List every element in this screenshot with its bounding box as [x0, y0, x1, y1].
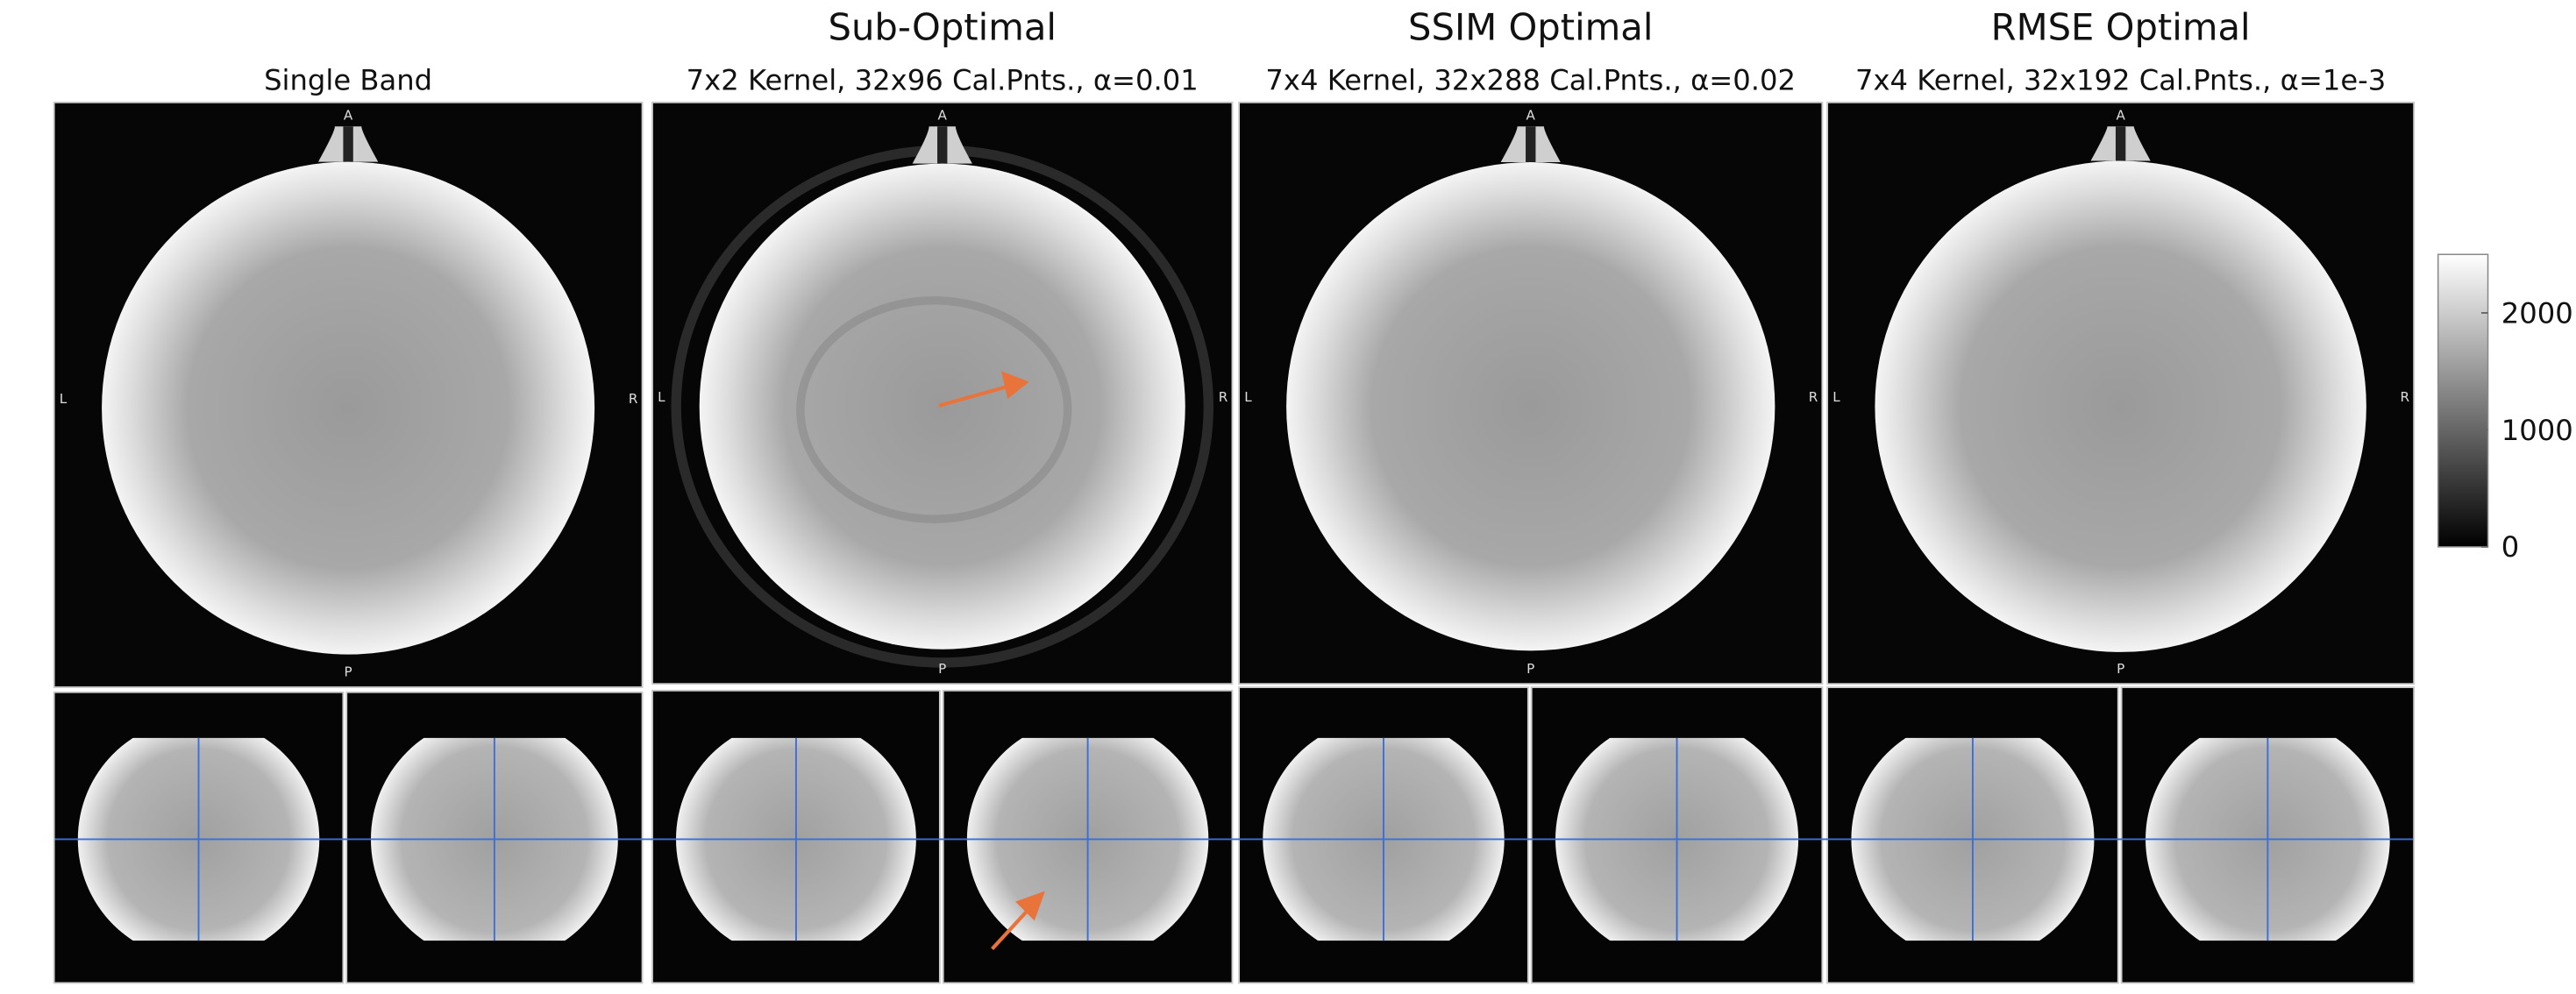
arrow: [991, 905, 1032, 950]
panel-subtitle: 7x2 Kernel, 32x96 Cal.Pnts., α=0.01: [687, 64, 1199, 97]
orientation-label: A: [1526, 108, 1536, 124]
phantom-neck-gap: [343, 126, 353, 170]
orientation-label: R: [1219, 389, 1228, 405]
panel-title: SSIM Optimal: [1408, 6, 1653, 49]
arrow-head: [1015, 891, 1045, 921]
phantom-neck-gap: [1526, 126, 1536, 170]
panel-subtitle: 7x4 Kernel, 32x192 Cal.Pnts., α=1e-3: [1855, 64, 2386, 97]
panel-title: RMSE Optimal: [1991, 6, 2251, 49]
orientation-label: L: [60, 391, 68, 407]
phantom: [1875, 160, 2366, 652]
panel-subtitle: Single Band: [264, 64, 432, 97]
phantom: [1286, 162, 1775, 651]
orientation-label: R: [1809, 389, 1818, 405]
orientation-label: P: [1526, 661, 1534, 677]
phantom-neck-gap: [937, 126, 948, 170]
orientation-label: P: [2117, 661, 2124, 677]
orientation-label: A: [2116, 108, 2125, 124]
panel-title: Sub-Optimal: [828, 6, 1057, 49]
orientation-label: R: [629, 391, 638, 407]
arrows: [938, 371, 1045, 950]
orientation-label: L: [658, 389, 665, 405]
panel-subtitle: 7x4 Kernel, 32x288 Cal.Pnts., α=0.02: [1265, 64, 1796, 97]
orientation-label: P: [345, 664, 352, 680]
colorbar-tick-label: 0: [2501, 530, 2520, 564]
colorbar: [2437, 253, 2489, 548]
phantom-neck-gap: [2115, 126, 2126, 170]
orientation-label: L: [1832, 389, 1840, 405]
colorbar-tick-label: 1000: [2501, 414, 2573, 447]
orientation-label: P: [938, 661, 946, 677]
colorbar-tick-label: 2000: [2501, 296, 2573, 330]
orientation-label: R: [2400, 389, 2409, 405]
arrow: [938, 383, 1012, 408]
orientation-label: L: [1244, 389, 1252, 405]
phantom: [102, 161, 595, 655]
artifact-ring: [796, 296, 1072, 523]
orientation-label: A: [938, 108, 948, 124]
arrow-head: [1000, 371, 1029, 400]
orientation-label: A: [344, 108, 353, 124]
